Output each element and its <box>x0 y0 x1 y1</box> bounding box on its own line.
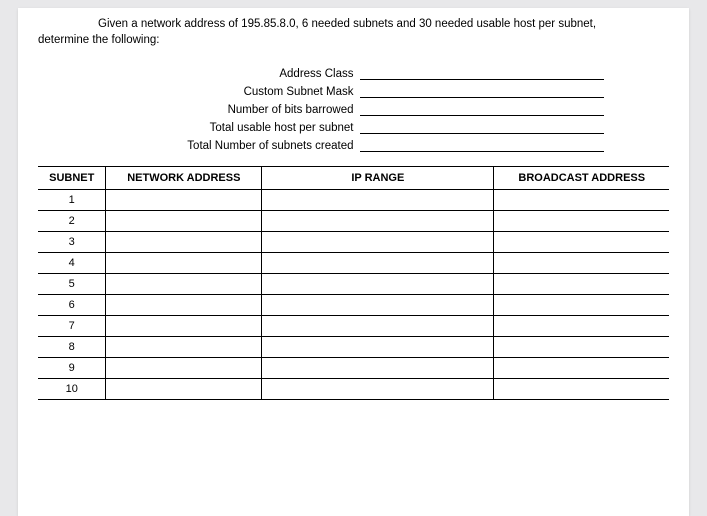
cell-network-address <box>106 211 262 232</box>
field-line-address-class <box>360 65 604 80</box>
field-label-total-subnets: Total Number of subnets created <box>74 140 360 152</box>
cell-ip-range <box>262 190 494 211</box>
cell-broadcast-address <box>494 211 669 232</box>
cell-ip-range <box>262 295 494 316</box>
field-label-custom-subnet-mask: Custom Subnet Mask <box>74 86 360 98</box>
cell-broadcast-address <box>494 316 669 337</box>
field-bits-borrowed: Number of bits barrowed <box>74 98 634 116</box>
field-label-usable-host: Total usable host per subnet <box>74 122 360 134</box>
cell-network-address <box>106 316 262 337</box>
cell-broadcast-address <box>494 190 669 211</box>
cell-network-address <box>106 253 262 274</box>
field-total-subnets: Total Number of subnets created <box>74 134 634 152</box>
worksheet-page: Given a network address of 195.85.8.0, 6… <box>18 8 689 516</box>
cell-subnet-number: 10 <box>38 379 106 400</box>
field-address-class: Address Class <box>74 62 634 80</box>
cell-ip-range <box>262 232 494 253</box>
table-row: 5 <box>38 274 669 295</box>
table-row: 2 <box>38 211 669 232</box>
field-line-bits-borrowed <box>360 101 604 116</box>
summary-fields: Address Class Custom Subnet Mask Number … <box>74 62 634 152</box>
field-line-usable-host <box>360 119 604 134</box>
cell-network-address <box>106 274 262 295</box>
question-line-1: Given a network address of 195.85.8.0, 6… <box>98 18 596 30</box>
cell-subnet-number: 6 <box>38 295 106 316</box>
field-label-bits-borrowed: Number of bits barrowed <box>74 104 360 116</box>
cell-network-address <box>106 190 262 211</box>
cell-broadcast-address <box>494 337 669 358</box>
cell-subnet-number: 5 <box>38 274 106 295</box>
cell-network-address <box>106 337 262 358</box>
cell-broadcast-address <box>494 274 669 295</box>
cell-broadcast-address <box>494 358 669 379</box>
cell-network-address <box>106 379 262 400</box>
cell-network-address <box>106 358 262 379</box>
cell-ip-range <box>262 379 494 400</box>
table-row: 7 <box>38 316 669 337</box>
cell-subnet-number: 3 <box>38 232 106 253</box>
table-row: 10 <box>38 379 669 400</box>
header-broadcast-address: BROADCAST ADDRESS <box>494 167 669 190</box>
header-ip-range: IP RANGE <box>262 167 494 190</box>
cell-ip-range <box>262 274 494 295</box>
table-row: 6 <box>38 295 669 316</box>
table-row: 3 <box>38 232 669 253</box>
cell-ip-range <box>262 253 494 274</box>
table-row: 9 <box>38 358 669 379</box>
cell-broadcast-address <box>494 295 669 316</box>
table-row: 1 <box>38 190 669 211</box>
cell-subnet-number: 9 <box>38 358 106 379</box>
table-row: 8 <box>38 337 669 358</box>
cell-ip-range <box>262 316 494 337</box>
cell-subnet-number: 8 <box>38 337 106 358</box>
cell-network-address <box>106 232 262 253</box>
question-line-2: determine the following: <box>38 34 159 46</box>
cell-ip-range <box>262 337 494 358</box>
header-network-address: NETWORK ADDRESS <box>106 167 262 190</box>
question-text: Given a network address of 195.85.8.0, 6… <box>38 16 669 48</box>
cell-subnet-number: 2 <box>38 211 106 232</box>
cell-network-address <box>106 295 262 316</box>
cell-subnet-number: 7 <box>38 316 106 337</box>
cell-ip-range <box>262 358 494 379</box>
cell-subnet-number: 4 <box>38 253 106 274</box>
cell-broadcast-address <box>494 253 669 274</box>
header-subnet: SUBNET <box>38 167 106 190</box>
field-usable-host: Total usable host per subnet <box>74 116 634 134</box>
table-row: 4 <box>38 253 669 274</box>
cell-subnet-number: 1 <box>38 190 106 211</box>
cell-ip-range <box>262 211 494 232</box>
cell-broadcast-address <box>494 232 669 253</box>
cell-broadcast-address <box>494 379 669 400</box>
subnet-table: SUBNET NETWORK ADDRESS IP RANGE BROADCAS… <box>38 166 669 400</box>
field-label-address-class: Address Class <box>74 68 360 80</box>
field-custom-subnet-mask: Custom Subnet Mask <box>74 80 634 98</box>
table-header-row: SUBNET NETWORK ADDRESS IP RANGE BROADCAS… <box>38 167 669 190</box>
field-line-custom-subnet-mask <box>360 83 604 98</box>
field-line-total-subnets <box>360 137 604 152</box>
